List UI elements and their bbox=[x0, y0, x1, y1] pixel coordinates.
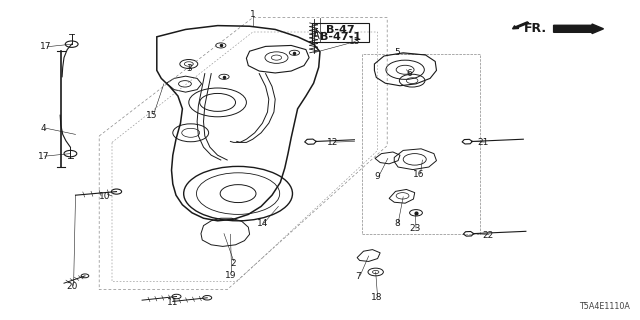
Text: 18: 18 bbox=[371, 293, 382, 302]
Bar bbox=[312, 23, 369, 42]
Text: 17: 17 bbox=[40, 42, 52, 51]
Text: 8: 8 bbox=[394, 220, 399, 228]
Text: 2: 2 bbox=[231, 260, 236, 268]
Text: B-47: B-47 bbox=[326, 25, 355, 35]
Text: 7: 7 bbox=[356, 272, 361, 281]
Text: 23: 23 bbox=[409, 224, 420, 233]
Text: 4: 4 bbox=[41, 124, 46, 132]
FancyArrow shape bbox=[513, 22, 529, 29]
Text: B-47-1: B-47-1 bbox=[320, 32, 361, 42]
Text: 17: 17 bbox=[38, 152, 49, 161]
Text: 16: 16 bbox=[413, 170, 425, 179]
Text: T5A4E1110A: T5A4E1110A bbox=[580, 302, 630, 311]
Text: 9: 9 bbox=[375, 172, 380, 180]
Text: 20: 20 bbox=[67, 282, 78, 291]
Text: 19: 19 bbox=[225, 271, 236, 280]
Text: 12: 12 bbox=[327, 138, 339, 147]
Text: 15: 15 bbox=[146, 111, 157, 120]
Text: 3: 3 bbox=[186, 64, 191, 73]
Text: 21: 21 bbox=[477, 138, 489, 147]
Text: 10: 10 bbox=[99, 192, 110, 201]
Text: 22: 22 bbox=[482, 231, 493, 240]
Text: 14: 14 bbox=[257, 220, 268, 228]
Text: 11: 11 bbox=[167, 298, 179, 307]
Text: 13: 13 bbox=[349, 37, 361, 46]
Bar bbox=[362, 54, 480, 234]
Text: FR.: FR. bbox=[524, 22, 547, 35]
FancyArrow shape bbox=[554, 24, 604, 34]
Text: 6: 6 bbox=[407, 69, 412, 78]
Text: 5: 5 bbox=[394, 48, 399, 57]
Text: 1: 1 bbox=[250, 10, 255, 19]
